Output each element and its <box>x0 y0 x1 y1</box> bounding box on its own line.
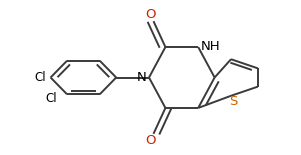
Text: O: O <box>145 8 156 21</box>
Text: N: N <box>137 71 147 84</box>
Text: NH: NH <box>200 40 220 53</box>
Text: Cl: Cl <box>46 92 57 105</box>
Text: O: O <box>145 134 156 147</box>
Text: S: S <box>229 95 237 108</box>
Text: Cl: Cl <box>34 71 45 84</box>
